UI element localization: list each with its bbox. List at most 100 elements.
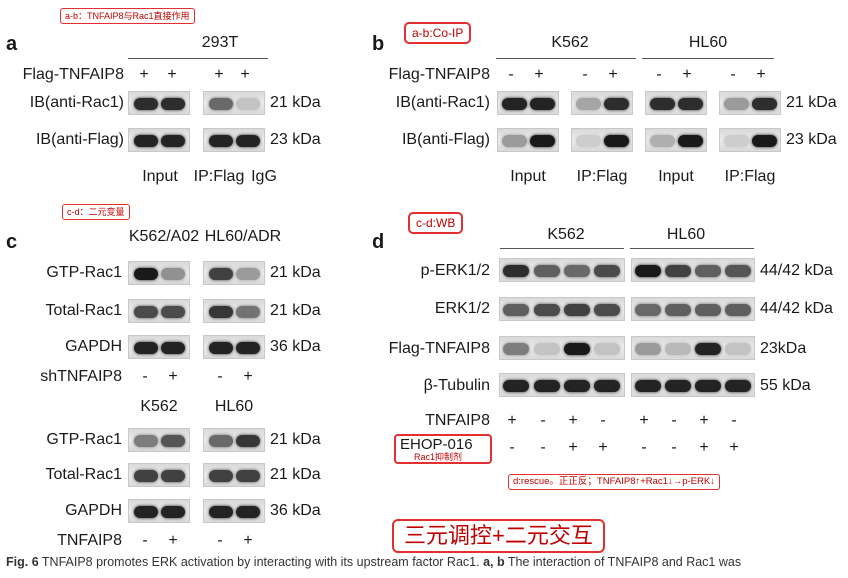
row-label: IB(anti-Rac1) [29,94,124,111]
blot-band [134,435,158,447]
kda-label: 23 kDa [786,131,837,148]
blot-strip [203,428,265,452]
blot-band [534,380,560,392]
blot-band [695,265,721,277]
blot-band [564,304,590,316]
blot-band [209,506,233,518]
blot-band [236,435,260,447]
lane-sign: - [142,532,148,549]
blot-band [725,265,751,277]
blot-band [236,506,260,518]
blot-band [161,435,185,447]
blot-band [503,304,529,316]
blot-strip [203,128,265,152]
lane-sign: + [243,368,253,385]
blot-band [534,343,560,355]
row-label: GTP-Rac1 [46,431,122,448]
panel-letter: c [6,231,18,253]
lane-sign: + [214,66,224,83]
lane-sign: - [508,66,514,83]
kda-label: 21 kDa [270,302,321,319]
lane-sign: - [730,66,736,83]
kda-label: 21 kDa [270,94,321,111]
blot-band [594,343,620,355]
blot-strip [203,463,265,487]
cell-line-label: HL60 [688,34,728,51]
annotation-coip: a-b:Co-IP [404,22,472,44]
kda-label: 23kDa [760,340,807,357]
blot-band [209,470,233,482]
lane-group-label: Input [142,168,178,185]
blot-strip [128,428,190,452]
blot-band [695,380,721,392]
blot-strip [631,258,755,282]
blot-strip [571,91,633,115]
kda-label: 44/42 kDa [760,300,833,317]
blot-band [576,98,601,110]
cell-line-label: K562/A02 [128,228,200,245]
row-label: GAPDH [65,338,122,355]
panel-letter: a [6,33,18,55]
blot-band [635,304,661,316]
row-label: Total-Rac1 [45,302,122,319]
cell-underline [642,58,774,59]
blot-band [209,268,233,280]
row-label: Flag-TNFAIP8 [388,66,490,83]
cell-line-label: K562 [547,226,585,243]
blot-band [134,470,158,482]
kda-label: 44/42 kDa [760,262,833,279]
blot-band [236,306,260,318]
lane-sign: + [729,439,739,456]
blot-band [236,135,260,147]
blot-band [665,380,691,392]
lane-sign: + [534,66,544,83]
blot-strip [497,128,559,152]
cell-underline [496,58,636,59]
blot-band [665,343,691,355]
row-label: shTNFAIP8 [40,368,122,385]
blot-band [161,506,185,518]
blot-strip [631,336,755,360]
blot-band [209,435,233,447]
lane-group-label: IP:Flag [724,168,776,185]
lane-sign: - [509,439,515,456]
row-label: GAPDH [65,502,122,519]
blot-strip [499,297,625,321]
caption-text: TNFAIP8 promotes ERK activation by inter… [38,555,484,569]
row-label: ERK1/2 [434,300,490,317]
blot-strip [719,128,781,152]
blot-strip [499,373,625,397]
caption-text: The interaction of TNFAIP8 and Rac1 was [504,555,742,569]
caption-panel-ref: a, b [483,555,505,569]
row-label: p-ERK1/2 [420,262,490,279]
blot-strip [203,261,265,285]
lane-sign: + [756,66,766,83]
blot-band [134,306,158,318]
lane-sign: - [540,439,546,456]
blot-strip [203,91,265,115]
blot-band [530,98,555,110]
blot-band [236,470,260,482]
blot-strip [128,335,190,359]
row-label: IB(anti-Flag) [35,131,124,148]
blot-band [678,98,703,110]
lane-sign: - [731,412,737,429]
blot-band [161,306,185,318]
lane-sign: + [507,412,517,429]
blot-band [134,506,158,518]
blot-strip [203,499,265,523]
blot-strip [128,499,190,523]
blot-band [209,342,233,354]
blot-band [236,268,260,280]
blot-band [594,304,620,316]
blot-strip [631,373,755,397]
blot-strip [128,299,190,323]
blot-band [564,380,590,392]
blot-band [502,98,527,110]
cell-line-label: HL60 [214,398,254,415]
row-label: Total-Rac1 [45,466,122,483]
kda-label: 23 kDa [270,131,321,148]
blot-band [534,265,560,277]
blot-band [695,304,721,316]
blot-strip [499,258,625,282]
